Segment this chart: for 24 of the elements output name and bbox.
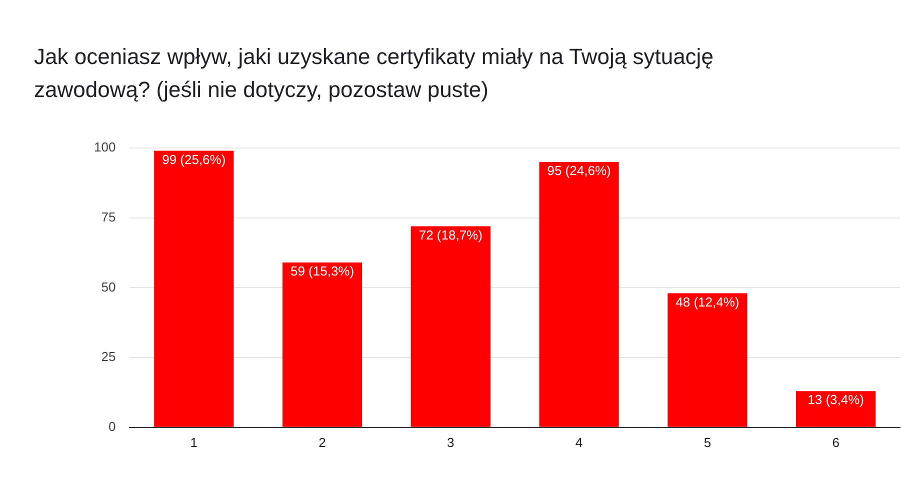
data-label: 59 (15,3%) — [290, 264, 354, 279]
x-tick-label: 4 — [575, 434, 583, 450]
data-label: 72 (18,7%) — [418, 227, 482, 242]
x-tick-label: 6 — [832, 434, 840, 450]
bar — [796, 391, 876, 427]
data-label: 99 (25,6%) — [162, 152, 226, 167]
y-tick-label: 0 — [108, 418, 116, 434]
data-label: 48 (12,4%) — [676, 294, 740, 310]
x-tick-label: 2 — [318, 434, 326, 450]
data-label: 95 (24,6%) — [547, 163, 611, 178]
data-label: 13 (3,4%) — [808, 392, 864, 408]
x-tick-label: 3 — [447, 434, 454, 450]
y-tick-label: 25 — [101, 349, 116, 364]
chart-title: Jak oceniasz wpływ, jaki uzyskane certyfikaty miały na Twoją sytuację zawodową? (jeśli nie dotyczy, pozostaw puste) — [33, 43, 714, 102]
y-tick-label: 75 — [101, 209, 116, 224]
bar — [410, 226, 490, 427]
bar — [154, 150, 234, 427]
y-tick-label: 100 — [94, 140, 116, 155]
bar — [539, 162, 619, 427]
bar — [668, 293, 748, 427]
x-tick-label: 5 — [704, 434, 712, 450]
y-tick-label: 50 — [101, 279, 116, 294]
bar — [282, 262, 362, 427]
x-tick-label: 1 — [190, 434, 198, 450]
